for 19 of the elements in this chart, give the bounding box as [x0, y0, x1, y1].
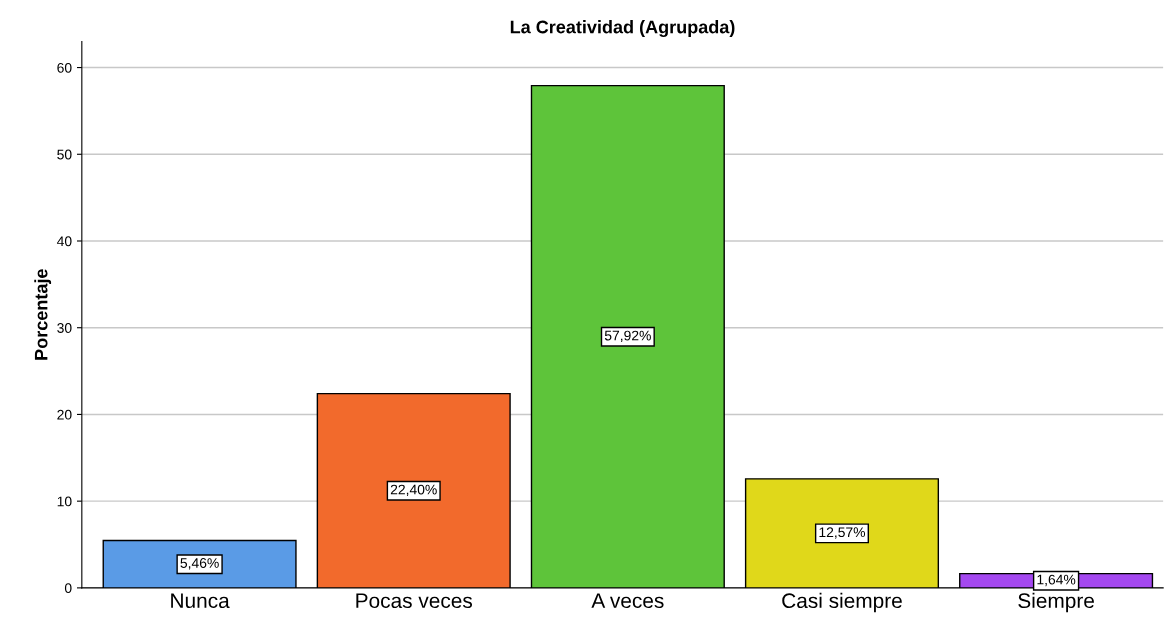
- data-label: 22,40%: [390, 484, 437, 497]
- x-tick-label: Nunca: [171, 593, 230, 609]
- data-label: 57,92%: [604, 330, 651, 343]
- y-tick-label: 0: [64, 583, 72, 594]
- data-label: 5,46%: [180, 558, 219, 570]
- y-tick-label: 10: [57, 496, 72, 507]
- y-axis-title: Porcentaje: [34, 269, 52, 360]
- x-tick-label: A veces: [591, 593, 664, 609]
- y-tick-label: 50: [57, 149, 72, 160]
- data-label: 1,64%: [1037, 574, 1076, 587]
- y-tick-label: 20: [57, 409, 72, 420]
- x-tick-label: Pocas veces: [356, 593, 473, 609]
- x-tick-label: Casi siempre: [782, 592, 902, 613]
- x-tick-label: Siempre: [1018, 592, 1094, 613]
- y-tick-label: 30: [57, 323, 72, 333]
- y-tick-label: 40: [56, 236, 72, 247]
- chart-title: La Creatividad (Agrupada): [510, 20, 735, 38]
- y-tick-label: 60: [57, 62, 72, 73]
- data-label: 12,57%: [819, 527, 866, 539]
